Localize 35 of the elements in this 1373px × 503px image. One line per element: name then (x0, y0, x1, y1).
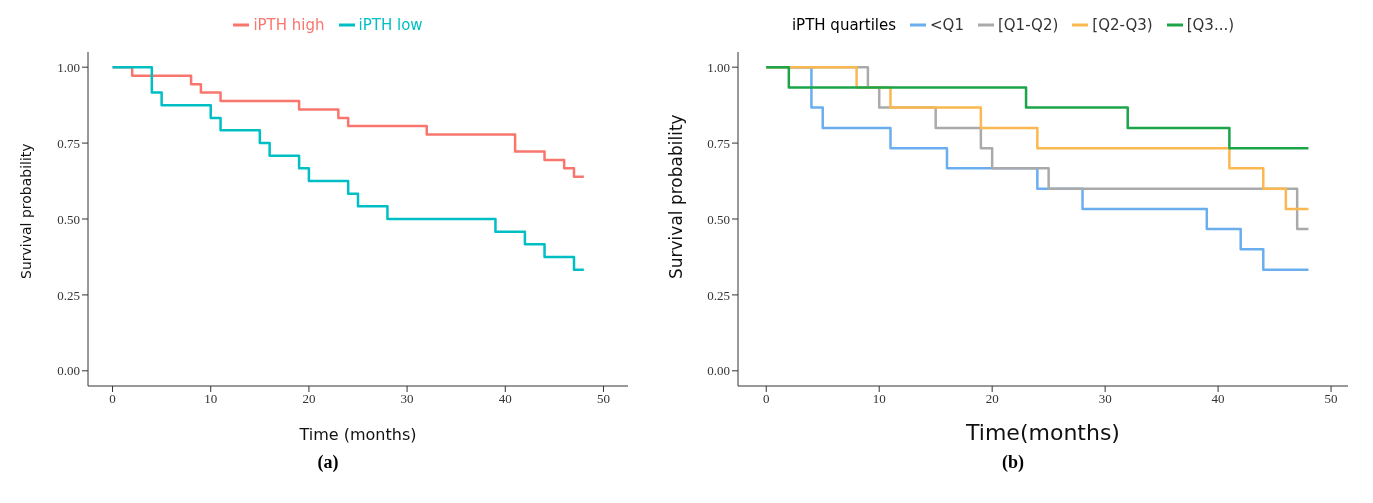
y-tick-label: 0.00 (57, 363, 80, 379)
y-tick-label: 0.75 (707, 135, 730, 151)
legend-label: iPTH low (358, 16, 423, 34)
y-axis-title: Survival probability (17, 143, 34, 279)
legend-label: [Q2-Q3) (1092, 16, 1153, 34)
y-tick-label: 0.50 (57, 211, 80, 227)
x-axis-title: Time (months) (298, 425, 417, 444)
x-tick-label: 20 (985, 391, 999, 407)
x-tick-label: 0 (109, 391, 116, 407)
y-tick-label: 1.00 (57, 59, 80, 75)
text: (b) (1001, 452, 1025, 473)
text: (a) (316, 452, 340, 473)
legend-label: iPTH high (253, 16, 325, 34)
x-tick-label: 40 (1211, 391, 1225, 407)
x-tick-label: 30 (400, 391, 414, 407)
y-tick-label: 0.25 (707, 287, 730, 303)
x-tick-label: 50 (1324, 391, 1338, 407)
x-tick-label: 40 (498, 391, 512, 407)
x-tick-label: 30 (1098, 391, 1112, 407)
y-tick-label: 0.75 (57, 135, 80, 151)
y-tick-label: 1.00 (707, 59, 730, 75)
x-tick-label: 10 (204, 391, 218, 407)
y-axis-title: Survival probability (666, 114, 687, 279)
legend-label: [Q1-Q2) (997, 16, 1059, 34)
x-tick-label: 10 (872, 391, 886, 407)
y-tick-label: 0.00 (707, 363, 730, 379)
legend-label: <Q1 (930, 16, 964, 34)
x-axis-title: Time(months) (965, 420, 1120, 445)
legend-label: [Q3...) (1186, 16, 1235, 34)
y-tick-label: 0.25 (57, 287, 80, 303)
x-tick-label: 20 (302, 391, 316, 407)
x-tick-label: 0 (762, 391, 770, 407)
x-tick-label: 50 (596, 391, 610, 407)
y-tick-label: 0.50 (707, 211, 730, 227)
legend-title: iPTH quartiles (791, 16, 897, 34)
